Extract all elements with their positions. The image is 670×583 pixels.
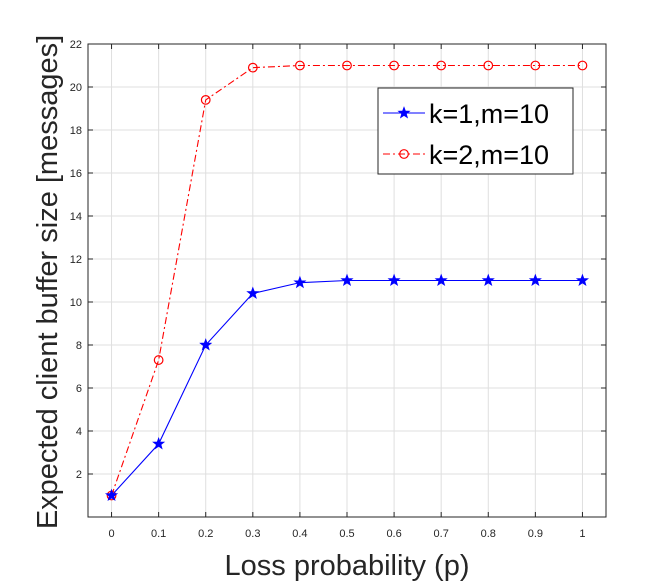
y-tick-label: 10	[70, 297, 82, 309]
data-point-k-2-m-10	[200, 94, 211, 105]
legend-marker-k2-m10	[399, 149, 409, 159]
y-tick-label: 22	[70, 39, 82, 51]
data-point-k-1-m-10	[387, 273, 401, 287]
data-point-k-1-m-10	[481, 273, 495, 287]
data-point-k-2-m-10	[577, 60, 588, 71]
y-tick-label: 4	[76, 426, 82, 438]
series-line-k-2-m-10	[111, 64, 583, 496]
data-point-k-1-m-10	[105, 488, 119, 502]
x-tick-label: 0.2	[198, 528, 213, 540]
data-point-k-2-m-10	[295, 60, 305, 71]
x-tick-label: 0.3	[245, 528, 260, 540]
y-tick-label: 18	[70, 125, 82, 137]
x-tick-label: 1	[579, 528, 585, 540]
legend: k=1,m=10 k=2,m=10	[377, 87, 574, 175]
legend-marker-symbol-k-2-m-10	[399, 149, 409, 159]
x-tick-label: 0.6	[386, 528, 401, 540]
data-point-k-2-m-10	[153, 355, 164, 365]
legend-marker-symbol-k-1-m-10	[397, 106, 411, 119]
x-tick-label: 0.9	[528, 528, 543, 540]
y-tick-label: 6	[76, 383, 82, 395]
data-point-k-1-m-10	[199, 338, 213, 351]
legend-item-k2-m10: k=2,m=10	[383, 140, 549, 170]
data-point-k-2-m-10	[342, 60, 352, 71]
y-tick-label: 20	[70, 82, 82, 94]
y-tick-label: 8	[76, 340, 82, 352]
data-point-k-2-m-10	[389, 60, 399, 71]
data-point-k-2-m-10	[530, 60, 541, 71]
legend-marker-k1-m10	[397, 106, 411, 119]
data-point-k-1-m-10	[340, 273, 354, 287]
data-point-k-1-m-10	[152, 437, 166, 450]
data-point-k-2-m-10	[247, 62, 258, 73]
legend-label-k1-m10: k=1,m=10	[429, 99, 549, 129]
series-k-2-m-10	[106, 60, 588, 501]
data-point-k-1-m-10	[575, 273, 589, 287]
y-axis-label: Expected client buffer size [messages]	[32, 35, 64, 529]
legend-item-k1-m10: k=1,m=10	[383, 99, 549, 129]
x-axis-label: Loss probability (p)	[225, 550, 470, 582]
data-point-k-1-m-10	[293, 275, 307, 289]
x-tick-label: 0.7	[434, 528, 449, 540]
y-tick-label: 2	[76, 469, 82, 481]
data-point-k-2-m-10	[436, 60, 447, 71]
legend-box	[377, 87, 574, 175]
x-axis: 0 0.1 0.2 0.3 0.4 0.5 0.6 0.7 0.8 0.9 1	[108, 44, 586, 540]
data-point-k-1-m-10	[246, 286, 260, 299]
x-tick-label: 0.4	[292, 528, 307, 540]
legend-label-k2-m10: k=2,m=10	[429, 140, 549, 170]
data-point-k-2-m-10	[483, 60, 494, 71]
x-tick-label: 0.1	[151, 528, 166, 540]
x-tick-label: 0.8	[481, 528, 496, 540]
x-tick-label: 0.5	[339, 528, 354, 540]
series-k-1-m-10	[105, 273, 589, 502]
y-tick-label: 12	[70, 254, 82, 266]
data-point-k-1-m-10	[528, 273, 542, 287]
y-tick-label: 16	[70, 168, 82, 180]
y-axis: 2 4 6 8 10 12 14 16 18 20 22	[70, 39, 606, 481]
x-tick-label: 0	[108, 528, 114, 540]
y-tick-label: 14	[70, 211, 82, 223]
data-point-k-1-m-10	[434, 273, 448, 287]
series-group	[105, 60, 589, 502]
